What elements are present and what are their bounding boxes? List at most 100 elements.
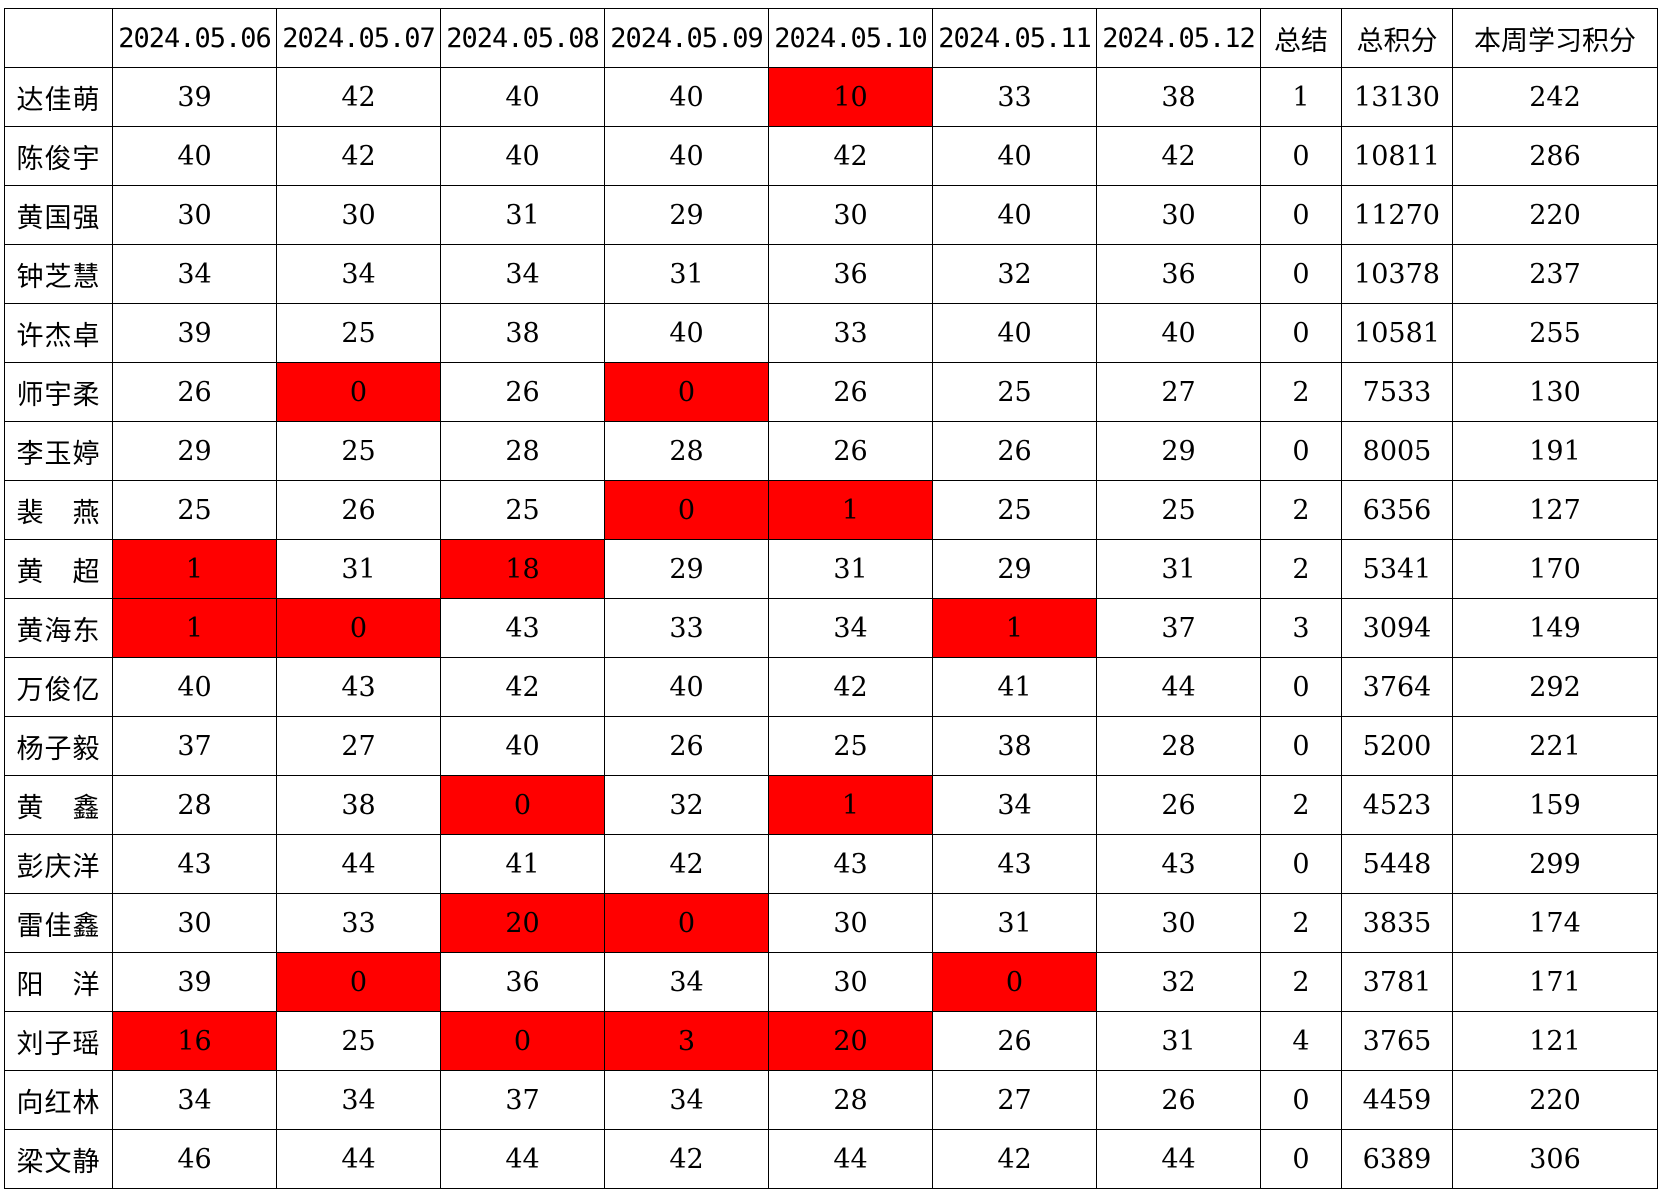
summary-count: 0 [1260, 1070, 1342, 1130]
score-cell: 30 [112, 185, 277, 245]
table-row: 杨子毅 37 27 40 26 25 38 28 0 5200 221 [4, 716, 1658, 776]
score-cell-flagged: 0 [276, 362, 441, 422]
table-row: 刘子瑶 16 25 0 3 20 26 31 4 3765 121 [4, 1011, 1658, 1071]
summary-count: 0 [1260, 185, 1342, 245]
total-score: 8005 [1341, 421, 1453, 481]
score-cell: 34 [112, 1070, 277, 1130]
weekly-score: 174 [1452, 893, 1658, 953]
score-cell: 29 [112, 421, 277, 481]
summary-count: 2 [1260, 362, 1342, 422]
score-cell: 40 [604, 126, 769, 186]
table-row: 裴 燕 25 26 25 0 1 25 25 2 6356 127 [4, 480, 1658, 540]
total-score: 3764 [1341, 657, 1453, 717]
weekly-score: 159 [1452, 775, 1658, 835]
score-cell: 42 [276, 67, 441, 127]
score-cell: 40 [932, 303, 1097, 363]
date-header: 2024.05.09 [604, 8, 769, 68]
score-cell: 25 [112, 480, 277, 540]
score-cell: 28 [1096, 716, 1261, 776]
score-cell: 44 [276, 834, 441, 894]
score-cell: 42 [604, 834, 769, 894]
score-cell: 43 [768, 834, 933, 894]
score-cell: 34 [768, 598, 933, 658]
total-score: 5341 [1341, 539, 1453, 599]
score-cell-flagged: 1 [112, 539, 277, 599]
table-row: 梁文静 46 44 44 42 44 42 44 0 6389 306 [4, 1129, 1658, 1189]
score-cell-flagged: 0 [276, 598, 441, 658]
score-cell: 30 [768, 185, 933, 245]
summary-count: 2 [1260, 539, 1342, 599]
score-cell: 43 [276, 657, 441, 717]
score-cell-flagged: 1 [768, 480, 933, 540]
total-score-header: 总积分 [1341, 8, 1453, 68]
score-cell: 26 [932, 1011, 1097, 1071]
summary-count: 0 [1260, 303, 1342, 363]
student-name: 裴 燕 [4, 480, 113, 540]
weekly-score: 220 [1452, 1070, 1658, 1130]
score-cell-flagged: 0 [440, 775, 605, 835]
total-score: 3835 [1341, 893, 1453, 953]
weekly-score: 299 [1452, 834, 1658, 894]
table-row: 万俊亿 40 43 42 40 42 41 44 0 3764 292 [4, 657, 1658, 717]
score-cell: 43 [112, 834, 277, 894]
weekly-score: 149 [1452, 598, 1658, 658]
weekly-score-header: 本周学习积分 [1452, 8, 1658, 68]
table-row: 李玉婷 29 25 28 28 26 26 29 0 8005 191 [4, 421, 1658, 481]
score-cell: 39 [112, 952, 277, 1012]
total-score: 5200 [1341, 716, 1453, 776]
summary-count: 1 [1260, 67, 1342, 127]
score-cell: 46 [112, 1129, 277, 1189]
score-cell: 29 [604, 185, 769, 245]
weekly-score: 242 [1452, 67, 1658, 127]
summary-count: 2 [1260, 480, 1342, 540]
score-cell: 42 [768, 657, 933, 717]
score-cell: 26 [932, 421, 1097, 481]
date-header: 2024.05.08 [440, 8, 605, 68]
score-cell: 38 [276, 775, 441, 835]
weekly-score: 121 [1452, 1011, 1658, 1071]
date-header: 2024.05.12 [1096, 8, 1261, 68]
total-score: 4523 [1341, 775, 1453, 835]
student-name: 李玉婷 [4, 421, 113, 481]
date-header: 2024.05.10 [768, 8, 933, 68]
score-cell: 25 [932, 362, 1097, 422]
table-row: 许杰卓 39 25 38 40 33 40 40 0 10581 255 [4, 303, 1658, 363]
score-cell: 31 [604, 244, 769, 304]
summary-count: 4 [1260, 1011, 1342, 1071]
student-name: 钟芝慧 [4, 244, 113, 304]
weekly-score: 286 [1452, 126, 1658, 186]
score-cell: 40 [112, 657, 277, 717]
weekly-score: 255 [1452, 303, 1658, 363]
student-name: 黄国强 [4, 185, 113, 245]
table-row: 钟芝慧 34 34 34 31 36 32 36 0 10378 237 [4, 244, 1658, 304]
weekly-score: 127 [1452, 480, 1658, 540]
student-name: 雷佳鑫 [4, 893, 113, 953]
score-cell: 25 [932, 480, 1097, 540]
weekly-score: 191 [1452, 421, 1658, 481]
table-row: 阳 洋 39 0 36 34 30 0 32 2 3781 171 [4, 952, 1658, 1012]
score-cell: 33 [604, 598, 769, 658]
student-name: 陈俊宇 [4, 126, 113, 186]
total-score: 11270 [1341, 185, 1453, 245]
total-score: 3094 [1341, 598, 1453, 658]
summary-count: 2 [1260, 952, 1342, 1012]
weekly-score: 170 [1452, 539, 1658, 599]
student-name: 黄 超 [4, 539, 113, 599]
score-cell: 29 [932, 539, 1097, 599]
score-cell: 30 [768, 893, 933, 953]
score-cell: 40 [1096, 303, 1261, 363]
score-cell-flagged: 0 [440, 1011, 605, 1071]
score-cell: 25 [768, 716, 933, 776]
score-cell: 33 [768, 303, 933, 363]
table-body: 2024.05.06 2024.05.07 2024.05.08 2024.05… [4, 8, 1658, 1189]
corner-cell [4, 8, 113, 68]
score-cell: 28 [112, 775, 277, 835]
score-cell-flagged: 20 [768, 1011, 933, 1071]
date-header: 2024.05.06 [112, 8, 277, 68]
total-score: 6356 [1341, 480, 1453, 540]
score-cell: 40 [112, 126, 277, 186]
score-cell: 30 [1096, 185, 1261, 245]
student-name: 阳 洋 [4, 952, 113, 1012]
student-name: 许杰卓 [4, 303, 113, 363]
score-cell-flagged: 0 [604, 893, 769, 953]
